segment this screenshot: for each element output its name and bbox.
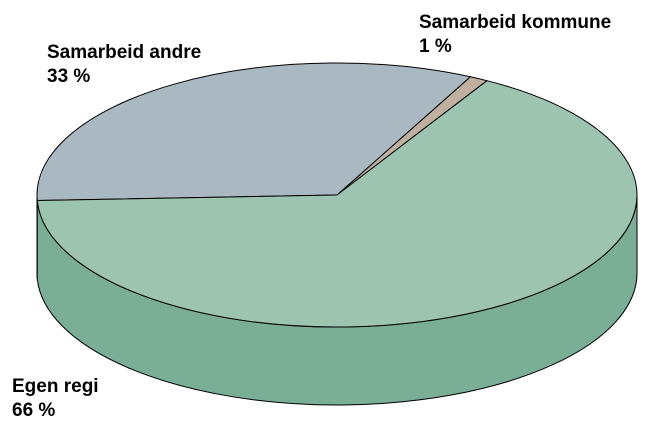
pie-slice bbox=[36, 62, 471, 202]
slice-value-label: 66 % bbox=[12, 400, 55, 421]
slice-value-label: 33 % bbox=[47, 66, 90, 87]
slice-label: Egen regi bbox=[12, 376, 99, 397]
pie-slice bbox=[36, 80, 638, 328]
slice-value-label: 1 % bbox=[419, 36, 452, 57]
slice-label: Samarbeid andre bbox=[47, 42, 201, 63]
slice-label: Samarbeid kommune bbox=[419, 12, 611, 33]
